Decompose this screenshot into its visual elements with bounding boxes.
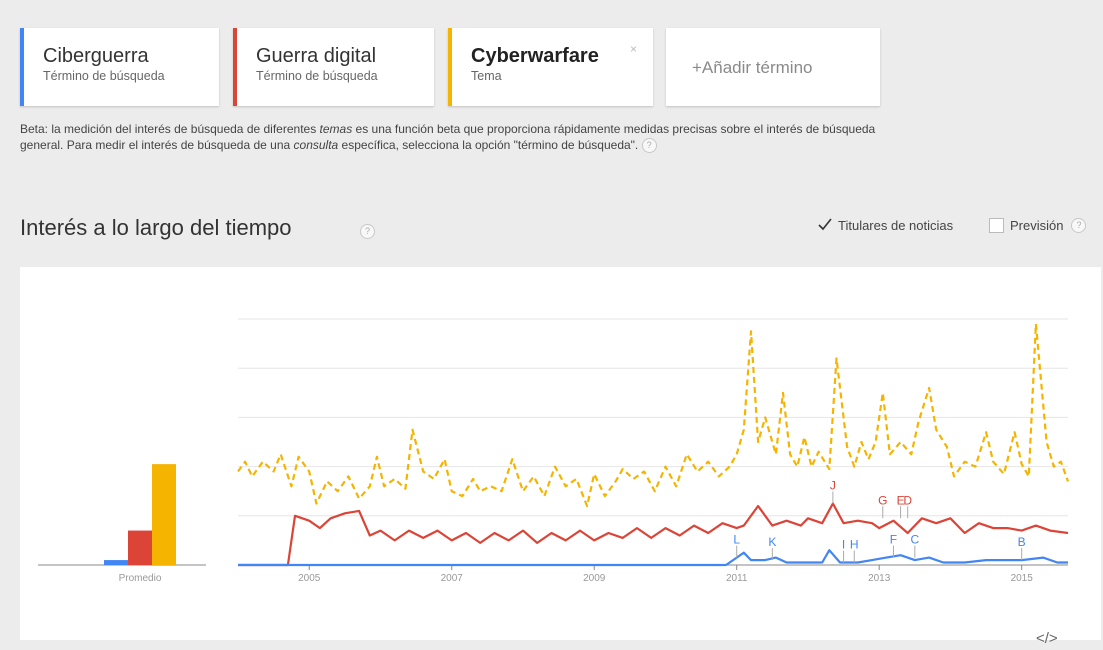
term-card-ciberguerra[interactable]: Ciberguerra Término de búsqueda [20,28,219,106]
term-title: Guerra digital [256,45,377,67]
x-tick-label: 2005 [298,573,321,584]
average-bar [104,560,128,565]
term-card-cyberwarfare[interactable]: Cyberwarfare Tema × [448,28,653,106]
check-icon [818,218,832,231]
term-type: Término de búsqueda [43,69,165,83]
forecast-checkbox[interactable] [989,218,1004,233]
embed-code-icon[interactable]: </> [1036,630,1058,647]
beta-notice: Beta: la medición del interés de búsqued… [20,121,910,154]
term-type: Término de búsqueda [256,69,378,83]
annotation-label: G [878,493,887,507]
interest-over-time-chart: Promedio 2005 2007 2009 2011 2013 2015 J G ED L K I H… [38,318,1070,584]
headlines-checkbox[interactable] [817,218,832,233]
annotation-label: B [1018,535,1026,549]
term-color-bar [20,28,24,106]
average-bar [128,530,152,565]
annotation-label: J [830,479,836,493]
annotation-label: C [910,533,919,547]
headlines-label: Titulares de noticias [838,218,954,233]
term-color-bar [448,28,452,106]
x-tick-label: 2011 [726,573,748,584]
annotation-label: K [768,535,776,549]
x-tick-label: 2015 [1011,573,1034,584]
beta-text-part: es una función beta que proporciona rápi… [20,122,876,152]
help-icon[interactable]: ? [641,138,657,154]
x-tick-label: 2013 [868,573,891,584]
annotation-label: D [903,493,912,507]
chart-panel: Promedio 2005 2007 2009 2011 2013 2015 J G E D L K I H… [20,267,1101,640]
add-term-button[interactable]: +Añadir término [666,28,880,106]
term-card-guerra-digital[interactable]: Guerra digital Término de búsqueda [233,28,434,106]
section-title: Interés a lo largo del tiempo [20,215,292,240]
help-icon[interactable]: ? [360,224,375,239]
series-line [237,322,1070,508]
x-tick-label: 2007 [441,573,464,584]
beta-emphasis: temas [319,122,353,136]
forecast-option[interactable]: Previsión ? [989,218,1087,233]
term-title: Cyberwarfare [471,45,599,67]
term-type: Tema [471,69,502,83]
annotation-label: H [850,538,859,552]
annotation-label: I [842,538,845,552]
term-color-bar [233,28,237,106]
term-title: Ciberguerra [43,45,149,67]
help-icon[interactable]: ? [1071,218,1087,233]
headlines-option[interactable]: Titulares de noticias [817,218,953,233]
average-bar [152,464,176,565]
annotation-label: L [733,533,740,547]
forecast-label: Previsión [1010,218,1064,233]
series-line [238,502,1069,567]
beta-text-part: específica, selecciona la opción "términ… [338,138,639,152]
series-line [238,549,1068,567]
beta-text-part: Beta: la medición del interés de búsqued… [20,122,320,136]
x-tick-label: 2009 [583,573,606,584]
average-label: Promedio [119,573,162,584]
annotation-label: F [890,533,897,547]
close-icon[interactable]: × [629,42,637,56]
beta-emphasis: consulta [293,138,339,152]
annotation-label: E [897,493,905,507]
